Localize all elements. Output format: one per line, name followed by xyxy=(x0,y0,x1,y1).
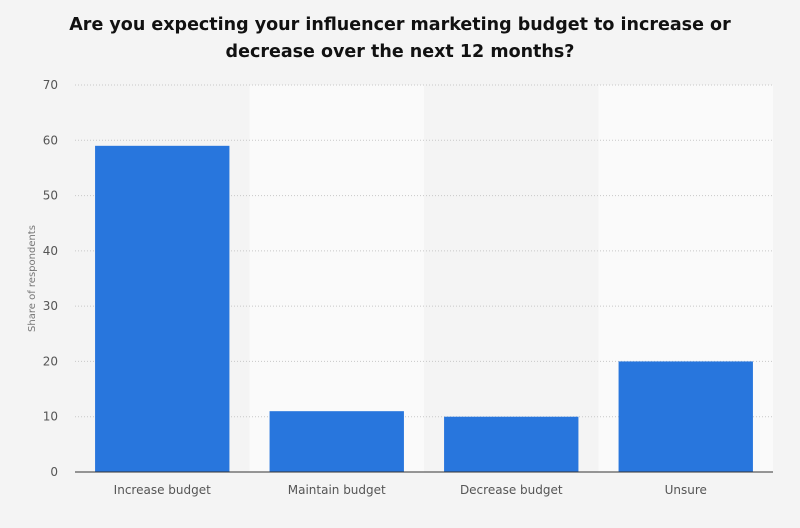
category-band xyxy=(249,85,424,472)
bar[interactable] xyxy=(618,361,753,472)
bar[interactable] xyxy=(95,145,230,473)
x-tick-label: Increase budget xyxy=(114,483,211,497)
y-axis-label: Share of respondents xyxy=(27,225,38,332)
y-tick-label: 50 xyxy=(43,189,58,203)
y-axis-ticks: 0 10 20 30 40 50 60 70 xyxy=(43,78,58,479)
y-tick-label: 20 xyxy=(43,354,58,368)
x-tick-label: Unsure xyxy=(665,483,707,497)
y-tick-label: 10 xyxy=(43,410,58,424)
y-tick-label: 70 xyxy=(43,78,58,92)
bar[interactable] xyxy=(269,411,404,472)
x-tick-label: Decrease budget xyxy=(460,483,563,497)
gridlines xyxy=(75,84,773,418)
chart-title: Are you expecting your influencer market… xyxy=(69,15,731,62)
y-tick-label: 60 xyxy=(43,133,58,147)
y-tick-label: 40 xyxy=(43,244,58,258)
y-tick-label: 30 xyxy=(43,299,58,313)
bar[interactable] xyxy=(444,416,579,472)
x-axis-labels: Increase budget Maintain budget Decrease b… xyxy=(114,483,707,497)
x-tick-label: Maintain budget xyxy=(288,483,386,497)
category-band xyxy=(424,85,599,472)
bars xyxy=(95,145,753,473)
y-tick-label: 0 xyxy=(50,465,58,479)
